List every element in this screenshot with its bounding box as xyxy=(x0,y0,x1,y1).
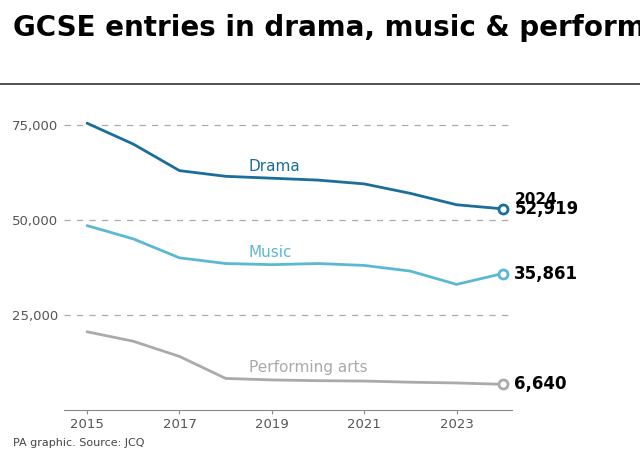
Text: 6,640: 6,640 xyxy=(515,375,567,393)
Text: Music: Music xyxy=(249,245,292,260)
Text: GCSE entries in drama, music & performing arts: GCSE entries in drama, music & performin… xyxy=(13,14,640,42)
Text: 35,861: 35,861 xyxy=(515,264,579,283)
Text: 2024: 2024 xyxy=(515,192,557,207)
Text: Performing arts: Performing arts xyxy=(249,360,367,375)
Text: 52,919: 52,919 xyxy=(515,200,579,218)
Text: Drama: Drama xyxy=(249,159,301,174)
Text: PA graphic. Source: JCQ: PA graphic. Source: JCQ xyxy=(13,438,144,448)
